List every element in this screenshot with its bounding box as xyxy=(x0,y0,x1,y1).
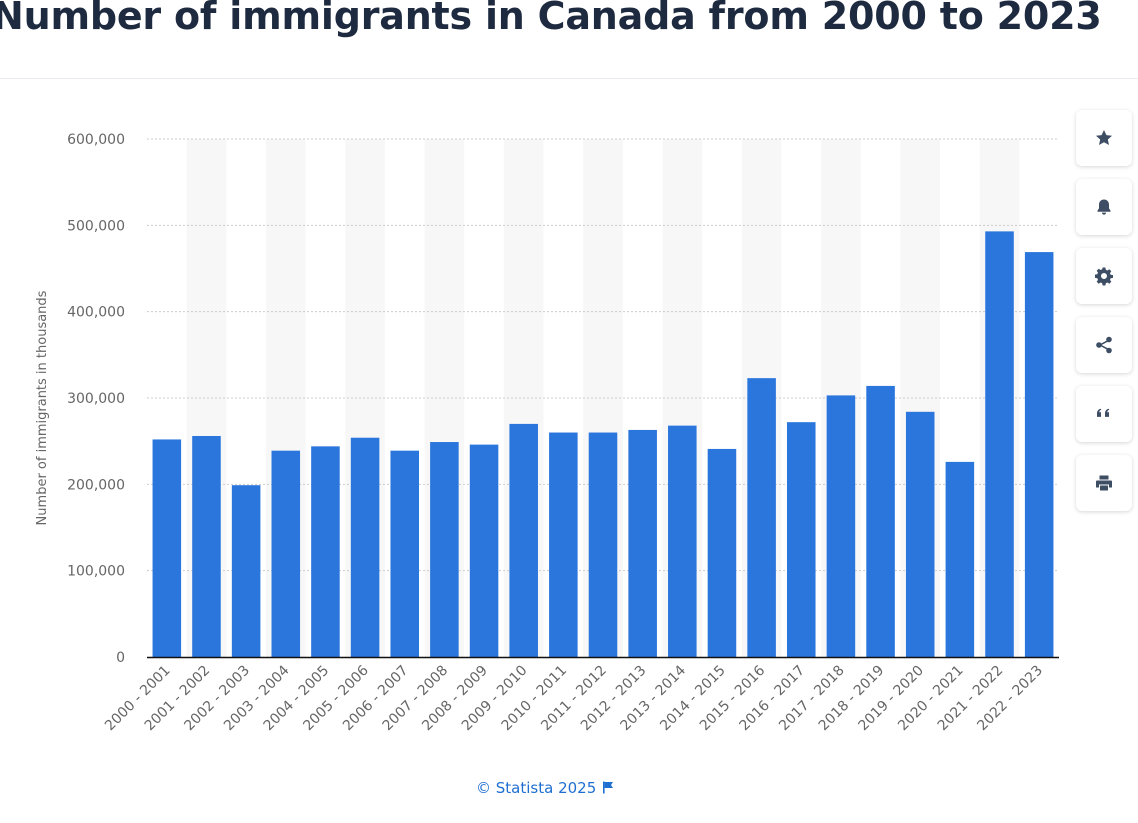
y-axis-title: Number of immigrants in thousands xyxy=(35,290,50,525)
credit-text[interactable]: © Statista 2025 xyxy=(476,779,597,797)
header-divider xyxy=(0,78,1138,79)
bar[interactable] xyxy=(866,385,895,657)
y-tick-label: 100,000 xyxy=(67,564,125,580)
favorite-button[interactable] xyxy=(1076,110,1132,166)
chart-toolbar xyxy=(1076,110,1132,524)
notification-button[interactable] xyxy=(1076,179,1132,235)
y-tick-label: 400,000 xyxy=(67,305,125,321)
bar[interactable] xyxy=(786,422,816,657)
cite-button[interactable] xyxy=(1076,386,1132,442)
share-icon xyxy=(1096,336,1112,354)
bar[interactable] xyxy=(985,231,1014,658)
star-icon xyxy=(1096,130,1112,145)
quote-icon xyxy=(1097,408,1110,417)
bar[interactable] xyxy=(311,446,340,657)
bar[interactable] xyxy=(509,423,538,657)
gear-icon xyxy=(1095,267,1113,286)
settings-button[interactable] xyxy=(1076,248,1132,304)
bar[interactable] xyxy=(1024,252,1054,657)
bar[interactable] xyxy=(271,450,301,657)
y-tick-label: 500,000 xyxy=(67,218,125,234)
bar[interactable] xyxy=(668,425,697,657)
flag-icon[interactable] xyxy=(602,781,614,794)
y-tick-label: 200,000 xyxy=(67,477,125,493)
y-tick-label: 0 xyxy=(116,650,125,666)
bar[interactable] xyxy=(350,437,380,657)
print-icon xyxy=(1096,475,1112,491)
bar[interactable] xyxy=(231,485,261,657)
bell-icon xyxy=(1097,199,1111,215)
print-button[interactable] xyxy=(1076,455,1132,511)
chart-area: 0 100,000 200,000 300,000 400,000 500,000 600,… xyxy=(0,79,1138,823)
bar[interactable] xyxy=(826,395,856,657)
bar[interactable] xyxy=(390,450,420,657)
bar[interactable] xyxy=(628,429,657,657)
bar[interactable] xyxy=(152,439,182,657)
share-button[interactable] xyxy=(1076,317,1132,373)
y-tick-label: 300,000 xyxy=(67,391,125,407)
bar[interactable] xyxy=(549,432,578,657)
bar[interactable] xyxy=(945,461,975,657)
chart-title: Number of immigrants in Canada from 2000… xyxy=(0,0,1102,38)
bar[interactable] xyxy=(430,442,459,657)
statista-credit[interactable]: © Statista 2025 xyxy=(476,779,614,797)
bar[interactable] xyxy=(747,378,776,657)
y-tick-label: 600,000 xyxy=(67,132,125,148)
bar[interactable] xyxy=(192,435,221,657)
bar[interactable] xyxy=(707,448,737,657)
bar-chart: 0 100,000 200,000 300,000 400,000 500,000 600,… xyxy=(35,132,1059,734)
bar[interactable] xyxy=(469,444,499,657)
bar[interactable] xyxy=(905,411,935,657)
bar[interactable] xyxy=(588,432,618,657)
